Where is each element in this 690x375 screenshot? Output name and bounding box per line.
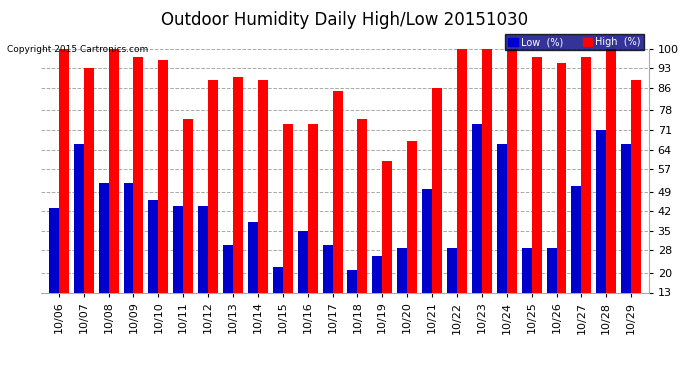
Bar — [407, 141, 417, 329]
Bar — [497, 144, 506, 329]
Bar — [283, 124, 293, 329]
Bar — [297, 231, 308, 329]
Bar — [159, 60, 168, 329]
Bar — [422, 189, 432, 329]
Bar — [432, 88, 442, 329]
Bar — [531, 57, 542, 329]
Text: Copyright 2015 Cartronics.com: Copyright 2015 Cartronics.com — [7, 45, 148, 54]
Bar — [582, 57, 591, 329]
Bar — [248, 222, 258, 329]
Bar — [184, 119, 193, 329]
Bar — [348, 270, 357, 329]
Bar — [148, 200, 159, 329]
Bar — [108, 49, 119, 329]
Text: Outdoor Humidity Daily High/Low 20151030: Outdoor Humidity Daily High/Low 20151030 — [161, 11, 529, 29]
Bar — [621, 144, 631, 329]
Bar — [124, 183, 133, 329]
Bar — [99, 183, 108, 329]
Bar — [546, 248, 557, 329]
Bar — [233, 77, 243, 329]
Bar — [208, 80, 218, 329]
Bar — [198, 206, 208, 329]
Bar — [333, 91, 342, 329]
Bar — [323, 245, 333, 329]
Bar — [382, 161, 393, 329]
Bar — [596, 130, 607, 329]
Bar — [258, 80, 268, 329]
Bar — [83, 68, 94, 329]
Bar — [308, 124, 317, 329]
Bar — [506, 49, 517, 329]
Bar — [447, 248, 457, 329]
Bar — [173, 206, 184, 329]
Bar — [472, 124, 482, 329]
Bar — [571, 186, 582, 329]
Bar — [133, 57, 144, 329]
Bar — [607, 49, 616, 329]
Bar — [397, 248, 407, 329]
Bar — [457, 49, 467, 329]
Bar — [49, 209, 59, 329]
Bar — [631, 80, 641, 329]
Bar — [557, 63, 566, 329]
Bar — [59, 49, 69, 329]
Bar — [74, 144, 83, 329]
Bar — [357, 119, 367, 329]
Bar — [273, 267, 283, 329]
Bar — [373, 256, 382, 329]
Legend: Low  (%), High  (%): Low (%), High (%) — [506, 34, 644, 50]
Bar — [522, 248, 531, 329]
Bar — [223, 245, 233, 329]
Bar — [482, 49, 492, 329]
